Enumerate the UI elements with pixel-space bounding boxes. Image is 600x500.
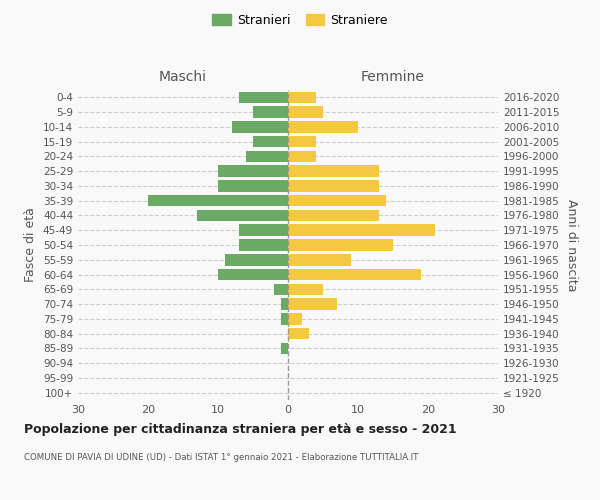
Bar bbox=[281, 298, 288, 310]
Bar bbox=[288, 284, 323, 295]
Bar bbox=[288, 239, 393, 251]
Bar bbox=[246, 150, 288, 162]
Bar bbox=[288, 224, 435, 236]
Bar bbox=[288, 106, 323, 118]
Bar bbox=[239, 224, 288, 236]
Bar bbox=[288, 121, 358, 132]
Bar bbox=[288, 180, 379, 192]
Y-axis label: Anni di nascita: Anni di nascita bbox=[565, 198, 578, 291]
Bar bbox=[197, 210, 288, 221]
Bar bbox=[148, 195, 288, 206]
Bar bbox=[288, 254, 351, 266]
Bar bbox=[288, 150, 316, 162]
Bar bbox=[281, 313, 288, 324]
Y-axis label: Fasce di età: Fasce di età bbox=[25, 208, 37, 282]
Text: COMUNE DI PAVIA DI UDINE (UD) - Dati ISTAT 1° gennaio 2021 - Elaborazione TUTTIT: COMUNE DI PAVIA DI UDINE (UD) - Dati IST… bbox=[24, 452, 418, 462]
Bar bbox=[274, 284, 288, 295]
Bar bbox=[239, 92, 288, 103]
Bar bbox=[225, 254, 288, 266]
Bar bbox=[218, 269, 288, 280]
Bar bbox=[288, 136, 316, 147]
Bar bbox=[253, 106, 288, 118]
Bar bbox=[232, 121, 288, 132]
Bar bbox=[239, 239, 288, 251]
Bar bbox=[288, 269, 421, 280]
Text: Maschi: Maschi bbox=[159, 70, 207, 84]
Bar bbox=[288, 298, 337, 310]
Bar bbox=[218, 166, 288, 177]
Bar bbox=[281, 342, 288, 354]
Bar bbox=[288, 210, 379, 221]
Bar bbox=[288, 195, 386, 206]
Bar bbox=[288, 92, 316, 103]
Legend: Stranieri, Straniere: Stranieri, Straniere bbox=[207, 8, 393, 32]
Text: Popolazione per cittadinanza straniera per età e sesso - 2021: Popolazione per cittadinanza straniera p… bbox=[24, 422, 457, 436]
Bar bbox=[253, 136, 288, 147]
Bar bbox=[218, 180, 288, 192]
Bar bbox=[288, 166, 379, 177]
Bar bbox=[288, 313, 302, 324]
Text: Femmine: Femmine bbox=[361, 70, 425, 84]
Bar bbox=[288, 328, 309, 340]
